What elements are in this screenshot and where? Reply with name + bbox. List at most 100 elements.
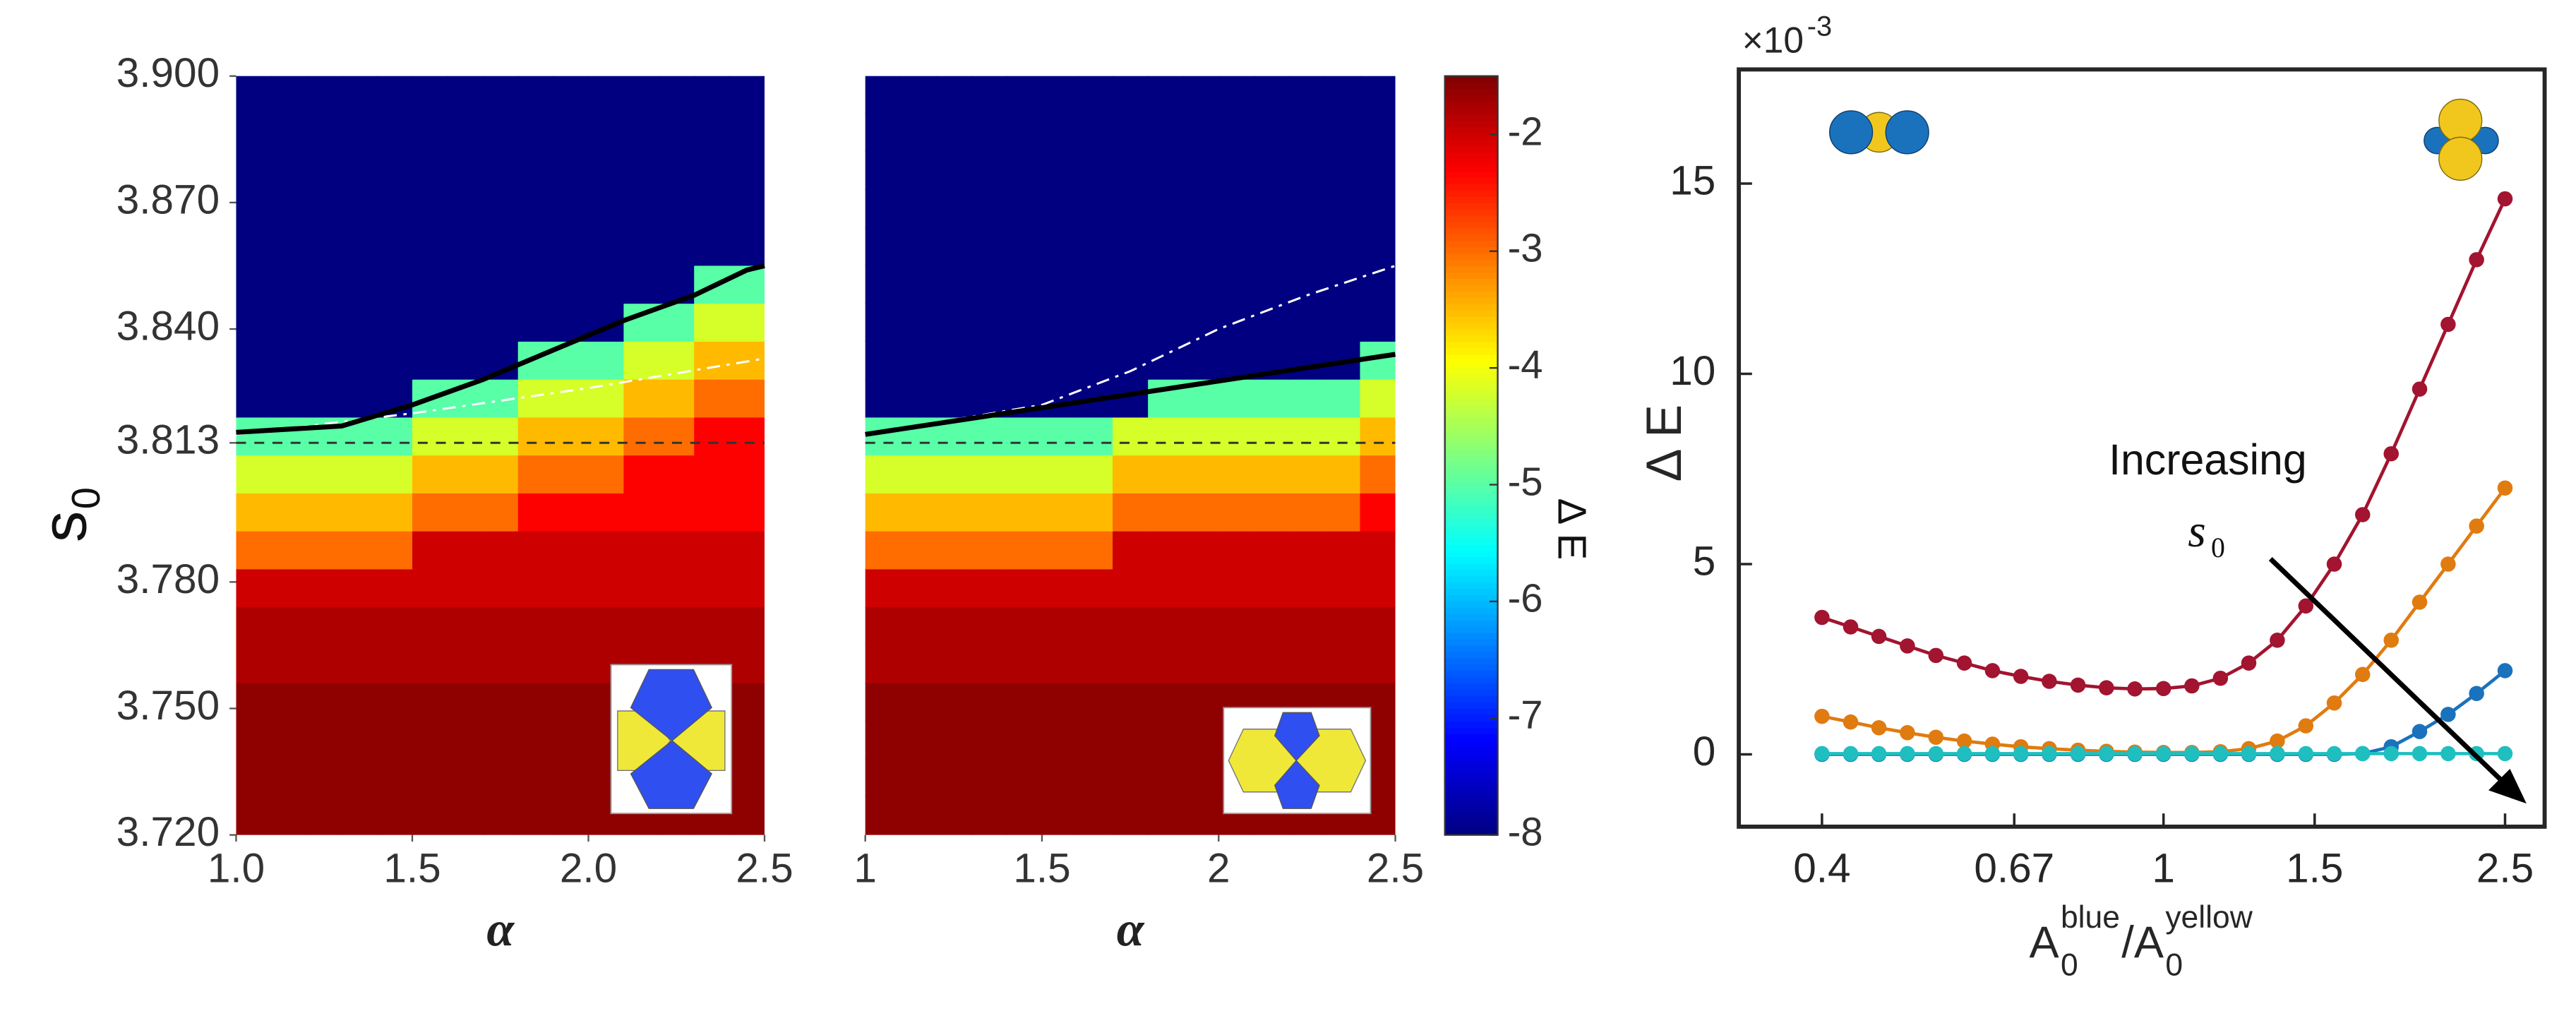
colorbar-swatch [1444,297,1498,304]
heatmap-cell [236,303,272,342]
colorbar-swatch [1444,606,1498,614]
heatmap-cell [1183,417,1220,456]
heatmap-cell [1183,340,1220,380]
colorbar-swatch [1444,277,1498,286]
heatmap-cell [1254,644,1290,683]
heatmap-cell [1041,189,1079,228]
y-tick-label: 0 [1693,729,1716,774]
heatmap-cell [271,76,308,114]
heatmap-cell [865,796,901,835]
heatmap-cell [1218,530,1255,570]
heatmap-cell [1360,492,1396,532]
heatmap-cell [517,76,554,114]
colorbar-swatch [1444,549,1498,558]
inset-left [610,664,733,815]
heatmap-cell [377,758,414,797]
heatmap-cell [935,492,973,532]
heatmap-cell [865,340,901,380]
heatmap-cell [694,568,731,608]
heatmap-cell [271,113,308,152]
colorbar-swatch [1444,827,1498,836]
heatmap-cell [553,113,589,152]
heatmap-cell [1041,758,1079,797]
colorbar-swatch [1444,360,1498,368]
heatmap-cell [271,227,308,266]
heatmap-cell [694,227,731,266]
heatmap-cell [659,303,695,342]
data-point [2383,633,2399,648]
heatmap-cell [412,758,449,797]
colorbar-swatch [1444,81,1498,90]
colorbar-swatch [1444,227,1498,235]
data-point [1956,655,1972,671]
heatmap-cell [935,340,973,380]
heatmap-cell [865,151,901,190]
heatmap-cell [236,492,272,532]
heatmap-cell [1113,758,1149,797]
heatmap-cell [377,606,414,645]
heatmap-cell [342,530,378,570]
heatmap-cell [306,682,343,722]
heatmap-cell [694,303,731,342]
heatmap-cell [971,417,1008,456]
heatmap-cell [1148,796,1185,835]
heatmap-cell [1113,455,1149,493]
heatmap-cell [377,682,414,722]
heatmap-cell [588,113,625,152]
colorbar-tick-label: -8 [1508,809,1543,854]
heatmap-cell [342,720,378,760]
data-point [2440,316,2456,333]
heatmap-cell [482,113,519,152]
heatmap-cell [271,417,308,456]
colorbar-frame [1444,75,1499,836]
colorbar-swatch [1444,100,1498,109]
heatmap-cell [553,151,589,190]
colorbar-swatch [1444,556,1498,564]
heatmap-cell [900,227,937,266]
data-point [2412,746,2428,762]
heatmap-cell [1077,227,1114,266]
heatmap-cell [236,758,272,797]
heatmap-cell [553,455,589,493]
heatmap-cell [1254,265,1290,304]
heatmap-cell [900,796,937,835]
heatmap-cell [865,568,901,608]
heatmap-cell [588,189,625,228]
heatmap-cell [971,340,1008,380]
y-tick-label: 3.780 [116,556,220,602]
heatmap-cell [1254,378,1290,418]
colorbar-tick-label: -5 [1508,459,1543,503]
heatmap-cell [1254,455,1290,493]
x-tick-label: 2.0 [560,846,617,892]
heatmap-cell [1218,340,1255,380]
heatmap-cell [1360,606,1396,645]
data-point [2354,746,2371,762]
heatmap-cell [1148,151,1185,190]
heatmap-cell [623,492,660,532]
heatmap-cell [482,151,519,190]
heatmap-cell [935,189,973,228]
heatmap-cell [1041,417,1079,456]
heatmap-cell [588,568,625,608]
inset-right [1223,707,1372,815]
heatmap-cell [342,113,378,152]
icon-vertical-pair [2424,98,2499,181]
heatmap-cell [1077,682,1114,722]
heatmap-cell [729,189,765,228]
data-point [2497,746,2513,762]
colorbar-swatch [1444,765,1498,772]
heatmap-cell [447,265,484,304]
colorbar-swatch [1444,657,1498,665]
heatmap-cell [1360,189,1396,228]
heatmap-cell [342,568,378,608]
heatmap-cell [1077,492,1114,532]
heatmap-cell [1041,303,1079,342]
y-tick-label: 3.813 [116,417,220,463]
heatmap-cell [1324,189,1361,228]
heatmap-cell [1006,644,1043,683]
colorbar-swatch [1444,739,1498,747]
heatmap-cell [1324,227,1361,266]
heatmap-cell [236,606,272,645]
heatmap-cell [1360,303,1396,342]
